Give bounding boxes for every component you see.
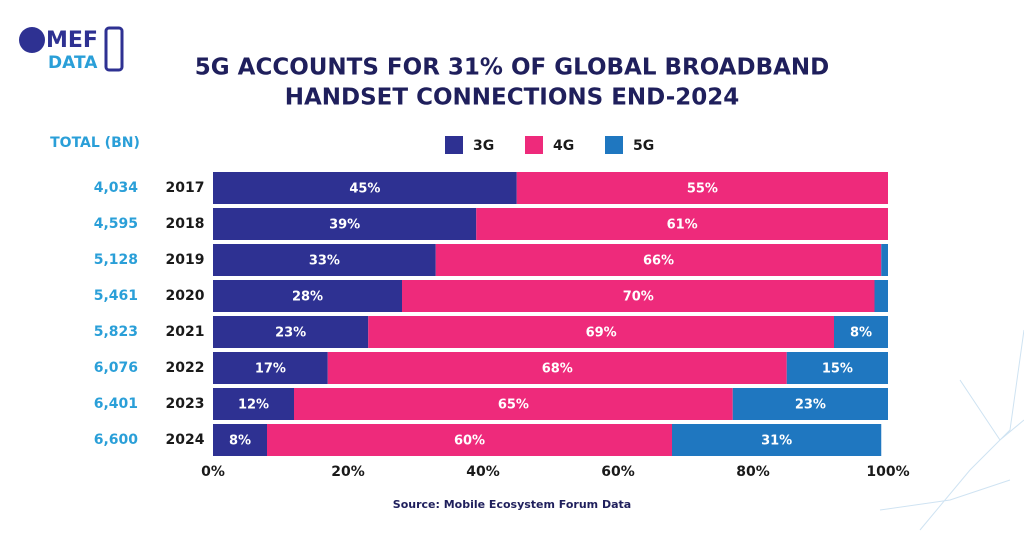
bar-segment (402, 280, 875, 312)
data-label: 65% (498, 398, 529, 413)
decoration (879, 329, 1024, 531)
bar-segment (213, 352, 328, 384)
data-label: 69% (586, 326, 617, 341)
data-label: 55% (687, 182, 718, 197)
bar-segment (874, 280, 888, 312)
data-label: 12% (238, 398, 269, 413)
x-tick-label: 60% (601, 464, 635, 480)
y-tick-label: 2023 (166, 396, 205, 412)
bar-segment (786, 352, 888, 384)
total-label: 4,034 (94, 180, 139, 196)
data-label: 60% (454, 434, 485, 449)
x-tick-label: 40% (466, 464, 500, 480)
data-label: 23% (795, 398, 826, 413)
bar-segment (834, 316, 888, 348)
total-label: 6,600 (94, 432, 139, 448)
data-label: 17% (255, 362, 286, 377)
bar-segment (732, 388, 888, 420)
bar-segment (672, 424, 882, 456)
bar-segment (213, 208, 477, 240)
chart-title: HANDSET CONNECTIONS END-2024 (285, 85, 740, 111)
x-tick-label: 0% (201, 464, 225, 480)
data-label: 28% (292, 290, 323, 305)
data-label: 8% (850, 326, 872, 341)
data-label: 68% (542, 362, 573, 377)
data-label: 15% (822, 362, 853, 377)
logo-text: DATA (48, 53, 98, 73)
bar-segment (213, 244, 436, 276)
y-tick-label: 2020 (166, 288, 205, 304)
y-tick-label: 2024 (166, 432, 205, 448)
totals-header: TOTAL (BN) (50, 135, 140, 151)
total-label: 4,595 (94, 216, 138, 232)
bar-segment (435, 244, 882, 276)
total-label: 6,076 (94, 360, 138, 376)
logo-globe (19, 27, 45, 53)
total-label: 6,401 (94, 396, 138, 412)
data-label: 45% (349, 182, 380, 197)
source: Source: Mobile Ecosystem Forum Data (393, 498, 631, 511)
bar-segment (213, 388, 294, 420)
logo-text: MEF (46, 28, 98, 53)
legend-swatch (525, 136, 543, 154)
data-label: 8% (229, 434, 251, 449)
bar-segment (476, 208, 888, 240)
data-label: 33% (309, 254, 340, 269)
bar-segment (516, 172, 888, 204)
data-label: 23% (275, 326, 306, 341)
data-label: 70% (623, 290, 654, 305)
data-label: 61% (667, 218, 698, 233)
legend-label: 5G (633, 138, 654, 154)
bar-segment (327, 352, 787, 384)
bar-segment (213, 316, 369, 348)
data-label: 66% (643, 254, 674, 269)
x-tick-label: 100% (866, 464, 909, 480)
bar-segment (881, 244, 888, 276)
legend-label: 4G (553, 138, 574, 154)
x-tick-label: 20% (331, 464, 365, 480)
legend-label: 3G (473, 138, 494, 154)
network-lines (879, 329, 1024, 531)
y-tick-label: 2018 (166, 216, 205, 232)
legend-swatch (605, 136, 623, 154)
bar-segment (368, 316, 834, 348)
bar-segment (267, 424, 672, 456)
data-label: 39% (329, 218, 360, 233)
data-label: 31% (761, 434, 792, 449)
total-label: 5,461 (94, 288, 138, 304)
y-tick-label: 2022 (166, 360, 205, 376)
y-tick-label: 2021 (166, 324, 205, 340)
logo: MEF DATA (19, 26, 124, 73)
legend-swatch (445, 136, 463, 154)
bar-segment (213, 280, 402, 312)
bar-segment (213, 424, 267, 456)
total-label: 5,128 (94, 252, 138, 268)
y-tick-label: 2017 (166, 180, 205, 196)
chart-title: 5G ACCOUNTS FOR 31% OF GLOBAL BROADBAND (195, 55, 830, 81)
x-tick-label: 80% (736, 464, 770, 480)
logo-phone (104, 26, 124, 72)
bar-segment (294, 388, 733, 420)
bar-segment (213, 172, 517, 204)
total-label: 5,823 (94, 324, 138, 340)
y-tick-label: 2019 (166, 252, 205, 268)
